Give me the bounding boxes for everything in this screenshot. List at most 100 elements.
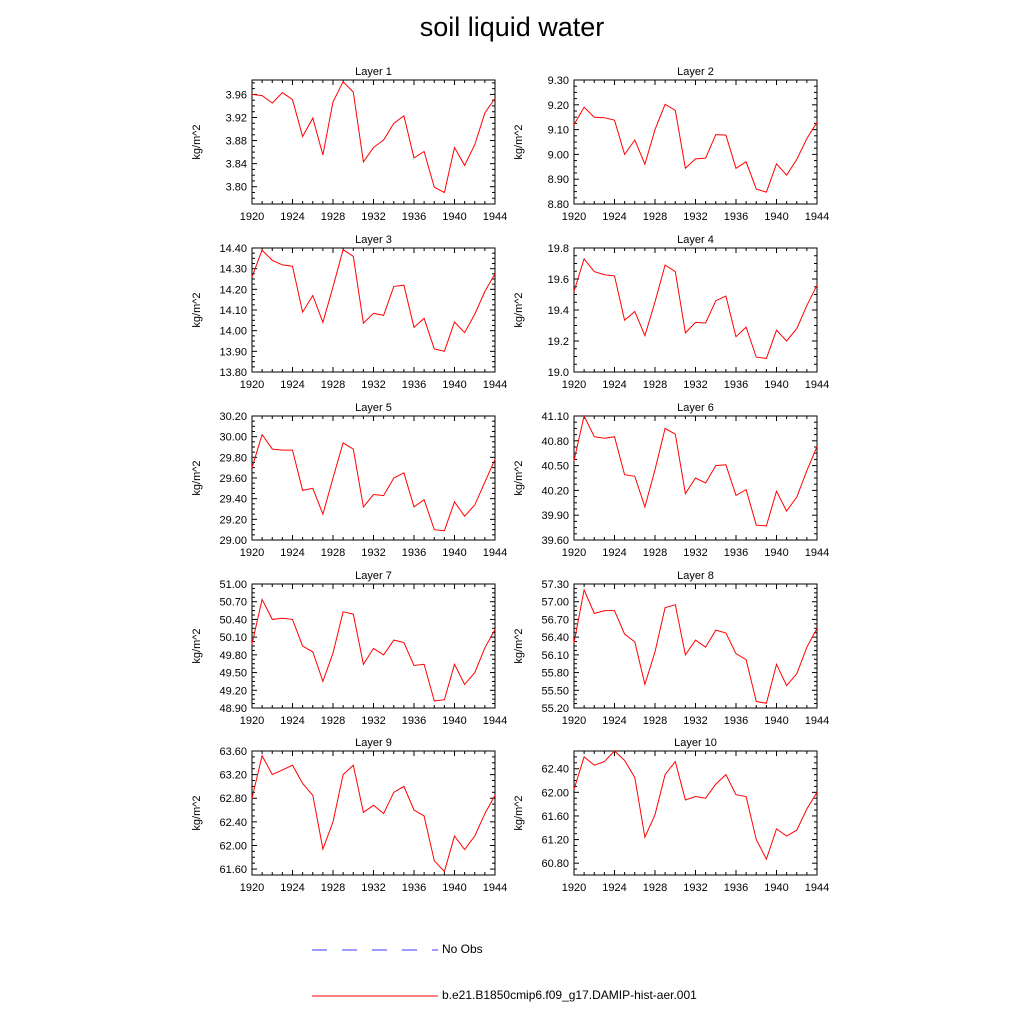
- x-tick-label: 1924: [602, 715, 626, 727]
- x-tick-label: 1932: [683, 715, 707, 727]
- plot-frame: [573, 583, 818, 709]
- x-tick-label: 1944: [805, 379, 829, 391]
- panel-1: Layer 1 1920 1924 1928 1932 1936 1940 1944 3.80 3…: [191, 66, 507, 223]
- x-tick-label: 1936: [402, 547, 426, 559]
- y-tick-label: 41.10: [541, 411, 569, 423]
- series-line: [251, 248, 496, 352]
- y-tick-label: 19.4: [548, 305, 569, 317]
- y-tick-label: 29.40: [219, 494, 247, 506]
- y-tick-label: 63.20: [219, 770, 247, 782]
- plot-frame: [251, 247, 496, 373]
- panel-title: Layer 5: [355, 402, 392, 414]
- y-tick-label: 50.40: [219, 614, 247, 626]
- panel-title: Layer 9: [355, 737, 392, 749]
- x-tick-label: 1928: [321, 379, 345, 391]
- y-tick-label: 9.10: [548, 125, 569, 137]
- y-tick-label: 55.50: [541, 685, 569, 697]
- y-tick-label: 49.50: [219, 668, 247, 680]
- y-axis-label: kg/m^2: [191, 460, 203, 495]
- panel-title: Layer 8: [677, 570, 714, 582]
- y-tick-label: 19.0: [548, 367, 569, 379]
- x-tick-label: 1940: [764, 882, 788, 894]
- x-tick-label: 1928: [321, 547, 345, 559]
- y-tick-label: 55.80: [541, 668, 569, 680]
- y-tick-label: 60.80: [541, 858, 569, 870]
- y-tick-label: 56.10: [541, 650, 569, 662]
- panel-5: Layer 5 1920 1924 1928 1932 1936 1940 1944 29.00…: [191, 402, 507, 559]
- x-tick-label: 1932: [361, 211, 385, 223]
- plot-frame: [573, 247, 818, 373]
- x-tick-label: 1940: [442, 882, 466, 894]
- y-tick-label: 49.20: [219, 685, 247, 697]
- x-tick-label: 1944: [805, 715, 829, 727]
- y-tick-label: 39.90: [541, 510, 569, 522]
- x-tick-label: 1932: [361, 715, 385, 727]
- x-tick-label: 1940: [764, 211, 788, 223]
- y-axis-label: kg/m^2: [191, 292, 203, 327]
- x-tick-label: 1944: [805, 547, 829, 559]
- legend-entry-no-obs: No Obs: [310, 940, 510, 960]
- x-tick-label: 1940: [442, 715, 466, 727]
- x-tick-label: 1932: [361, 379, 385, 391]
- panel-title: Layer 10: [674, 737, 717, 749]
- x-tick-label: 1928: [321, 882, 345, 894]
- panel-2: Layer 2 1920 1924 1928 1932 1936 1940 1944 8.80 8…: [513, 66, 829, 223]
- x-tick-label: 1920: [240, 379, 264, 391]
- x-tick-label: 1924: [280, 715, 304, 727]
- y-tick-label: 30.20: [219, 411, 247, 423]
- series-line: [573, 750, 818, 861]
- panel-6: Layer 6 1920 1924 1928 1932 1936 1940 1944 39.60…: [513, 402, 829, 559]
- y-tick-label: 19.6: [548, 274, 569, 286]
- panel-title: Layer 6: [677, 402, 714, 414]
- page-title: soil liquid water: [419, 12, 605, 42]
- legend-label-no-obs: No Obs: [442, 942, 483, 956]
- y-axis-label: kg/m^2: [513, 292, 525, 327]
- x-tick-label: 1928: [643, 211, 667, 223]
- y-tick-label: 40.20: [541, 485, 569, 497]
- y-axis-label: kg/m^2: [513, 124, 525, 159]
- y-tick-label: 8.80: [548, 199, 569, 211]
- panel-4: Layer 4 1920 1924 1928 1932 1936 1940 1944 19.0 1…: [513, 234, 829, 391]
- y-tick-label: 40.50: [541, 461, 569, 473]
- series-line: [573, 414, 818, 527]
- y-tick-label: 48.90: [219, 703, 247, 715]
- legend-swatch-dashed: [312, 949, 438, 951]
- x-tick-label: 1940: [442, 211, 466, 223]
- y-axis-label: kg/m^2: [191, 795, 203, 830]
- y-tick-label: 14.40: [219, 243, 247, 255]
- x-tick-label: 1940: [442, 379, 466, 391]
- y-tick-label: 50.10: [219, 632, 247, 644]
- x-tick-label: 1928: [643, 547, 667, 559]
- x-tick-label: 1924: [602, 882, 626, 894]
- y-tick-label: 9.00: [548, 149, 569, 161]
- y-tick-label: 29.60: [219, 473, 247, 485]
- x-tick-label: 1936: [724, 211, 748, 223]
- x-tick-label: 1924: [602, 379, 626, 391]
- y-axis-label: kg/m^2: [513, 460, 525, 495]
- x-tick-label: 1924: [280, 882, 304, 894]
- y-axis-label: kg/m^2: [513, 628, 525, 663]
- y-tick-label: 51.00: [219, 579, 247, 591]
- panel-title: Layer 1: [355, 66, 392, 78]
- series-line: [573, 588, 818, 704]
- x-tick-label: 1940: [764, 379, 788, 391]
- y-tick-label: 63.60: [219, 746, 247, 758]
- x-tick-label: 1932: [683, 379, 707, 391]
- y-tick-label: 13.90: [219, 346, 247, 358]
- x-tick-label: 1936: [724, 882, 748, 894]
- panel-8: Layer 8 1920 1924 1928 1932 1936 1940 1944 55.20…: [513, 570, 829, 727]
- x-tick-label: 1936: [402, 379, 426, 391]
- x-tick-label: 1944: [483, 379, 507, 391]
- series-line: [251, 597, 496, 702]
- series-line: [251, 80, 496, 194]
- x-tick-label: 1936: [724, 379, 748, 391]
- x-tick-label: 1944: [483, 211, 507, 223]
- y-tick-label: 62.40: [541, 764, 569, 776]
- y-tick-label: 30.00: [219, 432, 247, 444]
- x-tick-label: 1920: [562, 211, 586, 223]
- x-tick-label: 1928: [321, 715, 345, 727]
- x-tick-label: 1928: [643, 379, 667, 391]
- y-tick-label: 49.80: [219, 650, 247, 662]
- plot-frame: [573, 79, 818, 205]
